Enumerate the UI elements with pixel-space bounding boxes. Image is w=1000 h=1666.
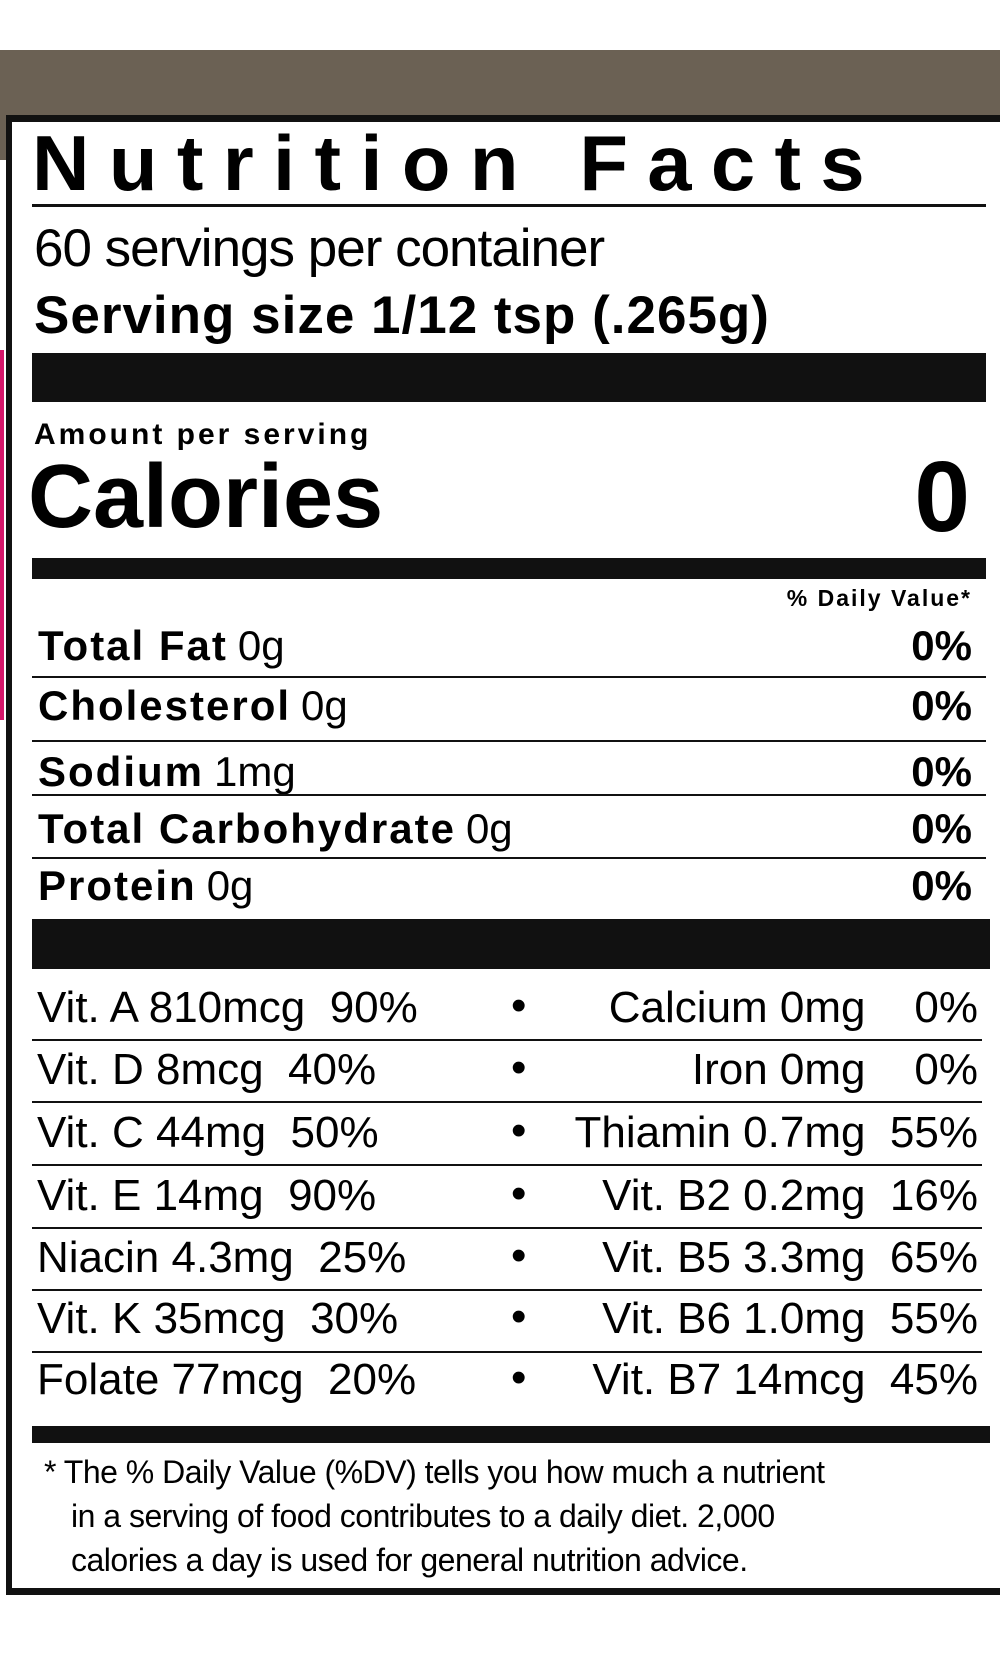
divider (32, 794, 986, 796)
nutrient-dv: 0% (911, 682, 972, 729)
medium-divider (32, 1426, 990, 1443)
bullet: • (511, 1231, 527, 1280)
nutrient-dv: 0% (911, 805, 972, 852)
vitamin-left: Vit. D 8mcg 40% (37, 1045, 377, 1094)
divider (32, 1164, 982, 1166)
bullet: • (511, 1292, 527, 1341)
vitamin-left: Vit. E 14mg 90% (37, 1171, 377, 1220)
label-title: Nutrition Facts (32, 119, 885, 207)
divider (32, 1101, 982, 1103)
vitamin-right: Iron 0mg 0% (691, 1045, 978, 1094)
thick-divider (32, 919, 990, 969)
nutrient-row: Protein 0g 0% (38, 862, 972, 909)
bullet: • (511, 1106, 527, 1155)
vitamin-left: Folate 77mcg 20% (37, 1355, 417, 1404)
background-band-edge (0, 115, 8, 160)
nutrient-name: Total Carbohydrate (38, 805, 456, 852)
background-band (0, 50, 1000, 115)
vitamin-left: Vit. A 810mcg 90% (37, 983, 418, 1032)
divider (32, 204, 986, 207)
vitamin-row: Vit. D 8mcg 40% • Iron 0mg 0% (37, 1043, 978, 1101)
nutrient-row: Cholesterol 0g 0% (38, 682, 972, 729)
package-edge-accent (0, 350, 4, 720)
nutrient-dv: 0% (911, 622, 972, 669)
vitamin-row: Vit. E 14mg 90% • Vit. B2 0.2mg 16% (37, 1169, 978, 1227)
divider (32, 676, 986, 678)
calories-label: Calories (28, 447, 384, 547)
footnote-line: in a serving of food contributes to a da… (71, 1498, 775, 1534)
vitamin-right: Vit. B2 0.2mg 16% (602, 1171, 978, 1220)
nutrient-name: Protein (38, 862, 197, 909)
bullet: • (511, 1169, 527, 1218)
vitamin-row: Niacin 4.3mg 25% • Vit. B5 3.3mg 65% (37, 1231, 978, 1289)
medium-divider (32, 558, 986, 579)
nutrient-amount: 0g (206, 862, 254, 909)
nutrient-row: Total Fat 0g 0% (38, 622, 972, 669)
bullet: • (511, 981, 527, 1030)
divider (32, 1351, 982, 1353)
vitamin-right: Vit. B5 3.3mg 65% (602, 1233, 978, 1282)
calories-value: 0 (914, 441, 970, 553)
divider (32, 1289, 982, 1291)
vitamin-right: Thiamin 0.7mg 55% (574, 1108, 978, 1157)
nutrient-name: Total Fat (38, 622, 228, 669)
divider (32, 857, 986, 859)
footnote-line: * The % Daily Value (%DV) tells you how … (44, 1454, 825, 1490)
vitamin-row: Folate 77mcg 20% • Vit. B7 14mcg 45% (37, 1353, 978, 1411)
nutrient-dv: 0% (911, 748, 972, 795)
amount-per-serving: Amount per serving (34, 418, 372, 451)
vitamin-left: Vit. C 44mg 50% (37, 1108, 379, 1157)
serving-size: Serving size 1/12 tsp (.265g) (34, 286, 770, 345)
nutrient-amount: 0g (465, 805, 513, 852)
nutrient-name: Sodium (38, 748, 204, 795)
vitamin-right: Calcium 0mg 0% (608, 983, 978, 1032)
nutrient-row: Total Carbohydrate 0g 0% (38, 805, 972, 852)
vitamin-left: Vit. K 35mcg 30% (37, 1294, 399, 1343)
nutrient-row: Sodium 1mg 0% (38, 748, 972, 795)
vitamin-row: Vit. K 35mcg 30% • Vit. B6 1.0mg 55% (37, 1292, 978, 1350)
daily-value-header: % Daily Value* (786, 585, 972, 611)
vitamin-right: Vit. B7 14mcg 45% (592, 1355, 978, 1404)
nutrient-amount: 0g (237, 622, 285, 669)
divider (32, 740, 986, 742)
bullet: • (511, 1043, 527, 1092)
nutrient-dv: 0% (911, 862, 972, 909)
vitamin-row: Vit. A 810mcg 90% • Calcium 0mg 0% (37, 981, 978, 1039)
footnote-line: calories a day is used for general nutri… (71, 1542, 748, 1578)
divider (32, 1227, 982, 1229)
servings-per-container: 60 servings per container (34, 219, 605, 278)
nutrient-name: Cholesterol (38, 682, 292, 729)
vitamin-left: Niacin 4.3mg 25% (37, 1233, 407, 1282)
nutrient-amount: 0g (301, 682, 348, 729)
thick-divider (32, 353, 986, 402)
footnote: * The % Daily Value (%DV) tells you how … (44, 1450, 825, 1582)
vitamin-row: Vit. C 44mg 50% • Thiamin 0.7mg 55% (37, 1106, 978, 1164)
bullet: • (511, 1353, 527, 1402)
vitamin-right: Vit. B6 1.0mg 55% (602, 1294, 978, 1343)
divider (32, 1039, 982, 1041)
nutrient-amount: 1mg (214, 748, 296, 795)
